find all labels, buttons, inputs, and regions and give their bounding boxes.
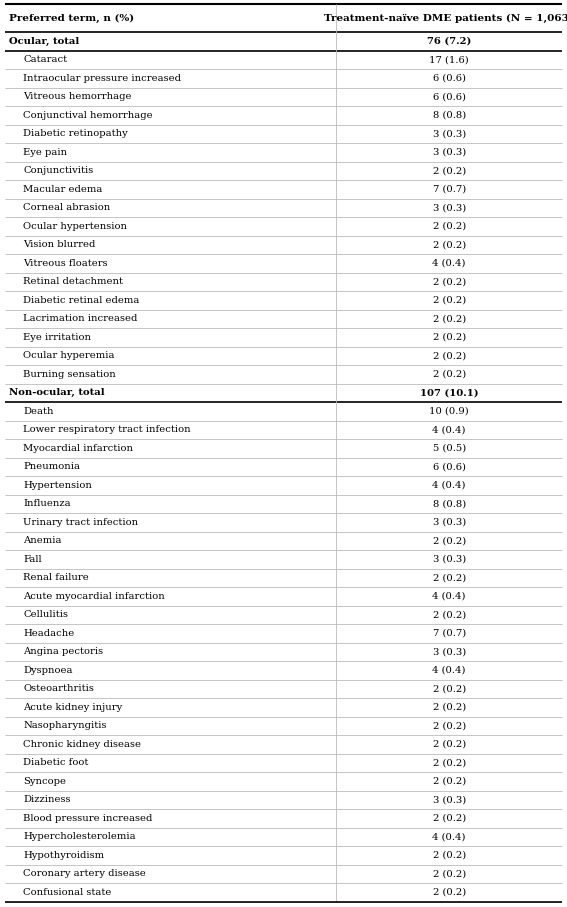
Text: 2 (0.2): 2 (0.2) [433, 851, 466, 860]
Text: 2 (0.2): 2 (0.2) [433, 573, 466, 582]
Text: 8 (0.8): 8 (0.8) [433, 111, 466, 120]
Text: 7 (0.7): 7 (0.7) [433, 629, 466, 638]
Text: 6 (0.6): 6 (0.6) [433, 73, 466, 83]
Text: Intraocular pressure increased: Intraocular pressure increased [23, 73, 181, 83]
Text: 2 (0.2): 2 (0.2) [433, 703, 466, 712]
Text: 4 (0.4): 4 (0.4) [433, 666, 466, 675]
Text: Headache: Headache [23, 629, 74, 638]
Text: 2 (0.2): 2 (0.2) [433, 296, 466, 305]
Text: Acute myocardial infarction: Acute myocardial infarction [23, 591, 165, 600]
Text: Diabetic foot: Diabetic foot [23, 758, 88, 767]
Text: 2 (0.2): 2 (0.2) [433, 351, 466, 360]
Text: 17 (1.6): 17 (1.6) [429, 55, 469, 64]
Text: 3 (0.3): 3 (0.3) [433, 648, 466, 657]
Text: Osteoarthritis: Osteoarthritis [23, 684, 94, 693]
Text: 2 (0.2): 2 (0.2) [433, 536, 466, 545]
Text: Conjunctivitis: Conjunctivitis [23, 166, 93, 175]
Text: 2 (0.2): 2 (0.2) [433, 721, 466, 730]
Text: 7 (0.7): 7 (0.7) [433, 185, 466, 194]
Text: Pneumonia: Pneumonia [23, 463, 80, 472]
Text: 6 (0.6): 6 (0.6) [433, 93, 466, 102]
Text: 2 (0.2): 2 (0.2) [433, 888, 466, 897]
Text: Hypercholesterolemia: Hypercholesterolemia [23, 833, 136, 842]
Text: 3 (0.3): 3 (0.3) [433, 130, 466, 138]
Text: 4 (0.4): 4 (0.4) [433, 258, 466, 268]
Text: Nasopharyngitis: Nasopharyngitis [23, 721, 107, 730]
Text: 4 (0.4): 4 (0.4) [433, 425, 466, 434]
Text: Dizziness: Dizziness [23, 795, 70, 805]
Text: Angina pectoris: Angina pectoris [23, 648, 103, 657]
Text: Influenza: Influenza [23, 499, 71, 508]
Text: 2 (0.2): 2 (0.2) [433, 221, 466, 230]
Text: Death: Death [23, 406, 53, 415]
Text: Eye irritation: Eye irritation [23, 333, 91, 342]
Text: Ocular hypertension: Ocular hypertension [23, 221, 127, 230]
Text: 6 (0.6): 6 (0.6) [433, 463, 466, 472]
Text: Lower respiratory tract infection: Lower respiratory tract infection [23, 425, 191, 434]
Text: 2 (0.2): 2 (0.2) [433, 166, 466, 175]
Text: Hypertension: Hypertension [23, 481, 92, 490]
Text: 5 (0.5): 5 (0.5) [433, 444, 466, 453]
Text: Blood pressure increased: Blood pressure increased [23, 814, 153, 823]
Text: Syncope: Syncope [23, 776, 66, 785]
Text: 3 (0.3): 3 (0.3) [433, 555, 466, 564]
Text: Conjunctival hemorrhage: Conjunctival hemorrhage [23, 111, 153, 120]
Text: Myocardial infarction: Myocardial infarction [23, 444, 133, 453]
Text: Confusional state: Confusional state [23, 888, 111, 897]
Text: 2 (0.2): 2 (0.2) [433, 314, 466, 323]
Text: Urinary tract infection: Urinary tract infection [23, 518, 138, 527]
Text: Vision blurred: Vision blurred [23, 240, 95, 249]
Text: Acute kidney injury: Acute kidney injury [23, 703, 122, 712]
Text: 2 (0.2): 2 (0.2) [433, 740, 466, 749]
Text: Cataract: Cataract [23, 55, 67, 64]
Text: 8 (0.8): 8 (0.8) [433, 499, 466, 508]
Text: Eye pain: Eye pain [23, 148, 67, 157]
Text: Treatment-naïve DME patients (N = 1,063): Treatment-naïve DME patients (N = 1,063) [324, 14, 567, 23]
Text: Corneal abrasion: Corneal abrasion [23, 203, 110, 212]
Text: Vitreous floaters: Vitreous floaters [23, 258, 108, 268]
Text: 2 (0.2): 2 (0.2) [433, 240, 466, 249]
Text: 3 (0.3): 3 (0.3) [433, 203, 466, 212]
Text: 2 (0.2): 2 (0.2) [433, 814, 466, 823]
Text: 3 (0.3): 3 (0.3) [433, 148, 466, 157]
Text: Retinal detachment: Retinal detachment [23, 278, 123, 287]
Text: Diabetic retinal edema: Diabetic retinal edema [23, 296, 139, 305]
Text: Cellulitis: Cellulitis [23, 610, 68, 619]
Text: Macular edema: Macular edema [23, 185, 103, 194]
Text: Ocular hyperemia: Ocular hyperemia [23, 351, 115, 360]
Text: 2 (0.2): 2 (0.2) [433, 370, 466, 379]
Text: 2 (0.2): 2 (0.2) [433, 758, 466, 767]
Text: 3 (0.3): 3 (0.3) [433, 795, 466, 805]
Text: 3 (0.3): 3 (0.3) [433, 518, 466, 527]
Text: Renal failure: Renal failure [23, 573, 89, 582]
Text: 10 (0.9): 10 (0.9) [429, 406, 469, 415]
Text: Vitreous hemorrhage: Vitreous hemorrhage [23, 93, 132, 102]
Text: 2 (0.2): 2 (0.2) [433, 278, 466, 287]
Text: Hypothyroidism: Hypothyroidism [23, 851, 104, 860]
Text: 2 (0.2): 2 (0.2) [433, 610, 466, 619]
Text: 2 (0.2): 2 (0.2) [433, 776, 466, 785]
Text: Coronary artery disease: Coronary artery disease [23, 869, 146, 878]
Text: Dyspnoea: Dyspnoea [23, 666, 73, 675]
Text: 2 (0.2): 2 (0.2) [433, 869, 466, 878]
Text: 107 (10.1): 107 (10.1) [420, 388, 479, 397]
Text: 4 (0.4): 4 (0.4) [433, 591, 466, 600]
Text: 4 (0.4): 4 (0.4) [433, 833, 466, 842]
Text: Chronic kidney disease: Chronic kidney disease [23, 740, 141, 749]
Text: 2 (0.2): 2 (0.2) [433, 684, 466, 693]
Text: Ocular, total: Ocular, total [9, 37, 79, 45]
Text: Diabetic retinopathy: Diabetic retinopathy [23, 130, 128, 138]
Text: 4 (0.4): 4 (0.4) [433, 481, 466, 490]
Text: 76 (7.2): 76 (7.2) [427, 37, 471, 45]
Text: Burning sensation: Burning sensation [23, 370, 116, 379]
Text: Non-ocular, total: Non-ocular, total [9, 388, 105, 397]
Text: Lacrimation increased: Lacrimation increased [23, 314, 137, 323]
Text: 2 (0.2): 2 (0.2) [433, 333, 466, 342]
Text: Anemia: Anemia [23, 536, 61, 545]
Text: Fall: Fall [23, 555, 41, 564]
Text: Preferred term, n (%): Preferred term, n (%) [9, 14, 134, 23]
